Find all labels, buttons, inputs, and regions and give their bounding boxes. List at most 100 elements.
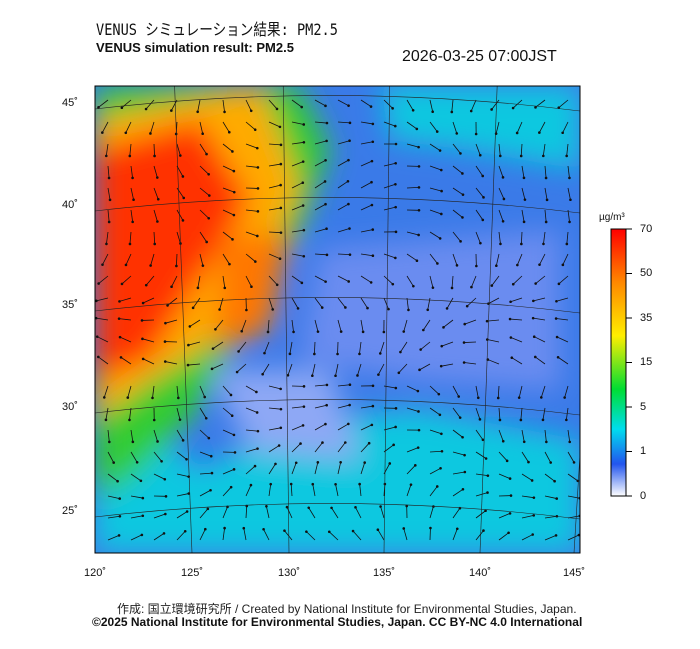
wind-arrow-head [288, 352, 292, 356]
title-english: VENUS simulation result: PM2.5 [96, 40, 294, 55]
wind-arrow-head [508, 477, 512, 480]
wind-arrow [199, 231, 207, 243]
wind-arrow-head [348, 121, 352, 125]
wind-arrow-head [325, 403, 328, 407]
wind-arrow-head [187, 343, 190, 347]
latitude-line [95, 297, 580, 314]
wind-arrow-head [132, 198, 135, 202]
wind-arrow [533, 317, 546, 321]
wind-arrow-head [232, 468, 236, 471]
wind-arrow-head [166, 304, 169, 307]
wind-arrow-head [294, 461, 298, 465]
wind-arrow [263, 529, 270, 541]
wind-arrow [558, 99, 569, 108]
wind-arrow [313, 341, 316, 355]
wind-arrow [556, 336, 569, 343]
wind-arrow [337, 253, 351, 256]
wind-arrow [268, 407, 281, 410]
wind-arrow-head [156, 220, 159, 223]
wind-arrow [314, 462, 319, 475]
wind-arrow [383, 253, 396, 259]
wind-arrow [452, 385, 460, 397]
wind-arrow-head [214, 328, 217, 331]
wind-arrow [558, 275, 569, 285]
wind-arrow-head [119, 356, 123, 359]
wind-arrow-head [517, 396, 521, 399]
wind-arrow [268, 163, 281, 167]
wind-arrow [359, 484, 362, 497]
wind-arrow [337, 384, 350, 387]
wind-arrow [105, 407, 109, 420]
wind-arrow-head [463, 453, 466, 457]
wind-arrow [521, 165, 525, 178]
wind-arrow [451, 275, 454, 288]
wind-arrow [175, 253, 178, 267]
wind-arrow [142, 358, 155, 365]
wind-arrow [337, 462, 342, 475]
wind-arrow-head [481, 174, 485, 178]
wind-arrow-head [440, 432, 443, 436]
wind-arrow [222, 407, 233, 417]
wind-arrow-head [367, 441, 371, 445]
wind-arrow-head [139, 479, 143, 483]
wind-arrow [284, 530, 293, 541]
colorbar-label: 70 [640, 223, 653, 235]
wind-arrow [107, 165, 110, 178]
wind-arrow [452, 507, 461, 519]
wind-arrow-head [348, 383, 352, 387]
wind-arrow-head [141, 301, 145, 305]
wind-arrow-head [538, 131, 541, 134]
wind-arrow-head [358, 482, 361, 486]
wind-arrow-head [455, 527, 459, 531]
wind-arrow-head [156, 440, 159, 443]
wind-arrow [406, 407, 419, 412]
wind-arrow [291, 275, 303, 284]
wind-arrow-head [417, 208, 421, 212]
wind-arrow [267, 319, 270, 332]
wind-arrow-head [278, 257, 282, 260]
wind-arrow [189, 319, 201, 327]
wind-arrow [314, 159, 326, 167]
wind-arrow-head [140, 533, 144, 537]
wind-arrow-head [445, 307, 449, 310]
wind-arrow [567, 429, 571, 442]
wind-arrow-head [181, 219, 185, 222]
wind-arrow-head [371, 384, 375, 388]
wind-arrow-head [118, 514, 122, 518]
wind-arrow-head [253, 128, 257, 132]
wind-arrow [498, 209, 504, 222]
wind-arrow-head [201, 264, 205, 267]
wind-arrow-head [156, 176, 159, 179]
wind-arrow [512, 275, 523, 285]
wind-arrow [360, 275, 372, 283]
wind-arrow-head [388, 462, 392, 465]
wind-arrow-head [416, 389, 420, 393]
wind-arrow [452, 451, 465, 456]
wind-arrow [145, 275, 155, 286]
wind-arrow [130, 473, 142, 482]
wind-arrow-head [182, 196, 186, 200]
longitude-line [174, 86, 193, 553]
wind-arrow [222, 187, 235, 193]
wind-arrow-head [144, 283, 148, 287]
wind-arrow [245, 505, 248, 519]
wind-arrow [521, 534, 533, 541]
wind-arrow [153, 473, 165, 480]
wind-arrow [241, 319, 247, 332]
wind-arrow [452, 209, 463, 218]
wind-arrow-head [95, 335, 99, 338]
wind-arrow-head [532, 496, 536, 499]
wind-arrow [360, 424, 373, 431]
wind-arrow-head [348, 227, 351, 230]
wind-arrow-head [502, 197, 506, 201]
wind-arrow-head [532, 299, 535, 303]
wind-arrow-head [565, 418, 568, 422]
wind-arrow-head [484, 457, 488, 460]
wind-arrow-head [450, 286, 454, 290]
wind-arrow [176, 187, 185, 199]
wind-arrow-head [532, 514, 536, 517]
wind-arrow-head [351, 529, 355, 533]
wind-arrow-head [196, 286, 200, 290]
wind-arrow [383, 99, 393, 109]
wind-arrow-head [522, 440, 526, 444]
